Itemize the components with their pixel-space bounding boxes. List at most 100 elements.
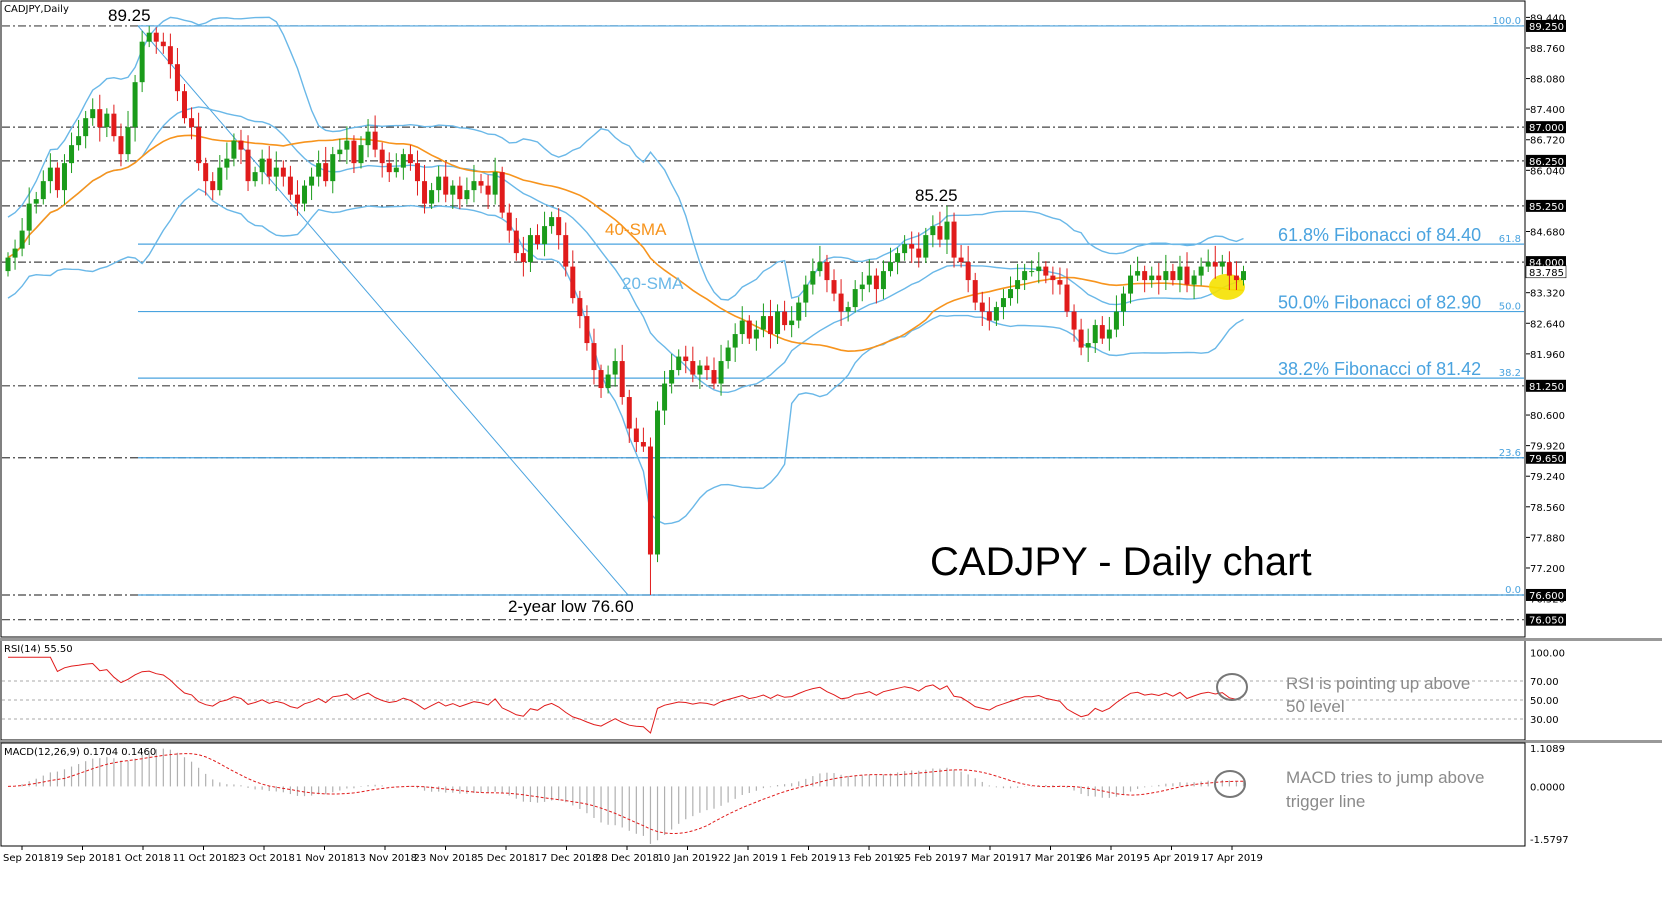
candle-body — [1036, 266, 1042, 272]
candle-body — [626, 397, 632, 429]
date-tick-label: 17 Dec 2018 — [535, 853, 599, 864]
annotation-low: 2-year low 76.60 — [508, 597, 634, 616]
candle-body — [386, 163, 392, 173]
candle-body — [203, 163, 209, 182]
price-tick-label: 81.960 — [1530, 350, 1565, 361]
rsi-tick-label: 70.00 — [1530, 677, 1559, 688]
candle-body — [577, 298, 583, 317]
price-tick-label: 86.720 — [1530, 136, 1565, 147]
candle-body — [655, 410, 661, 555]
candle-body — [817, 262, 823, 272]
candle-body — [591, 343, 597, 371]
chart-title: CADJPY - Daily chart — [930, 540, 1312, 584]
candle-body — [775, 311, 781, 335]
candle-body — [54, 167, 60, 191]
price-tick-label: 79.920 — [1530, 442, 1565, 453]
candle-body — [40, 181, 46, 200]
fib-level-label: 23.6 — [1499, 448, 1521, 459]
candle-body — [612, 361, 618, 375]
candle-body — [916, 248, 922, 258]
price-tick-label: 77.200 — [1530, 564, 1565, 575]
price-tick-label: 79.240 — [1530, 472, 1565, 483]
bollinger-upper — [7, 16, 1244, 301]
candle-body — [118, 136, 124, 155]
candle-body — [1241, 271, 1246, 281]
candle-body — [457, 185, 463, 200]
candle-body — [160, 41, 166, 47]
level-label-box — [1526, 613, 1566, 626]
candle-body — [245, 149, 251, 182]
level-label-box — [1526, 379, 1566, 392]
candle-body — [662, 383, 668, 411]
candle-body — [210, 181, 216, 191]
candle-body — [1135, 271, 1141, 276]
date-tick-label: 7 Mar 2019 — [961, 853, 1018, 864]
candle-body — [196, 127, 202, 164]
candle-body — [640, 442, 646, 447]
date-tick-label: 19 Sep 2018 — [51, 853, 114, 864]
rsi-label: RSI(14) 55.50 — [4, 644, 73, 655]
candle-body — [1163, 271, 1169, 281]
main-price-panel: 100.0 61.8 61.8% Fibonacci of 84.40 50.0 50.… — [0, 0, 1526, 638]
level-label-box — [1526, 199, 1566, 212]
candle-body — [972, 280, 978, 303]
candle-body — [330, 154, 336, 182]
candle-body — [492, 172, 498, 195]
candle-body — [83, 118, 89, 137]
current-price-label: 83.785 — [1529, 268, 1564, 279]
candle-body — [993, 307, 999, 321]
candle-body — [563, 235, 569, 267]
candle-body — [1078, 329, 1084, 348]
date-tick-label: 23 Oct 2018 — [233, 853, 295, 864]
candle-body — [1226, 262, 1232, 276]
candle-body — [697, 365, 703, 375]
price-tick-label: 80.600 — [1530, 411, 1565, 422]
date-tick-label: 17 Apr 2019 — [1201, 853, 1263, 864]
candle-body — [217, 167, 223, 191]
price-tick-label: 78.560 — [1530, 503, 1565, 514]
candle-body — [880, 271, 886, 290]
candle-body — [1149, 275, 1155, 281]
candle-body — [1008, 289, 1014, 299]
level-label-box — [1526, 588, 1566, 601]
candle-body — [450, 185, 456, 195]
candle-body — [485, 185, 491, 195]
candle-body — [986, 311, 992, 321]
candle-body — [1085, 343, 1091, 348]
candle-body — [499, 172, 505, 213]
candle-body — [1198, 266, 1204, 276]
date-tick-label: 7 Sep 2018 — [0, 853, 51, 864]
date-tick-label: 1 Nov 2018 — [296, 853, 354, 864]
candle-body — [633, 428, 639, 443]
candle-body — [979, 302, 985, 312]
level-label: 86.250 — [1529, 157, 1564, 168]
candle-body — [1184, 266, 1190, 285]
candle-body — [344, 140, 350, 150]
candle-body — [351, 140, 357, 164]
rsi-panel: RSI(14) 55.50 100.00 70.00 50.00 30.00 RSI … — [0, 638, 1662, 741]
annotation-high: 89.25 — [108, 6, 151, 25]
candle-body — [309, 176, 315, 186]
candle-body — [1057, 280, 1063, 285]
candle-body — [90, 109, 96, 119]
level-label: 89.250 — [1529, 22, 1564, 33]
candle-body — [259, 158, 265, 173]
candle-body — [302, 185, 308, 204]
candle-body — [26, 203, 32, 231]
candle-body — [753, 329, 759, 339]
date-tick-label: 23 Nov 2018 — [413, 853, 477, 864]
candle-body — [358, 145, 364, 164]
candle-body — [1015, 280, 1021, 290]
level-label: 76.050 — [1529, 616, 1564, 627]
candle-body — [859, 284, 865, 290]
price-tick-label: 89.440 — [1530, 13, 1565, 24]
price-tick-label: 77.880 — [1530, 533, 1565, 544]
candle-body — [838, 293, 844, 312]
annotation-mid-high: 85.25 — [915, 186, 958, 205]
candle-body — [810, 271, 816, 285]
level-label-box — [1526, 256, 1566, 269]
current-price-box — [1525, 265, 1567, 279]
candle-body — [676, 356, 682, 371]
candle-body — [506, 212, 512, 231]
